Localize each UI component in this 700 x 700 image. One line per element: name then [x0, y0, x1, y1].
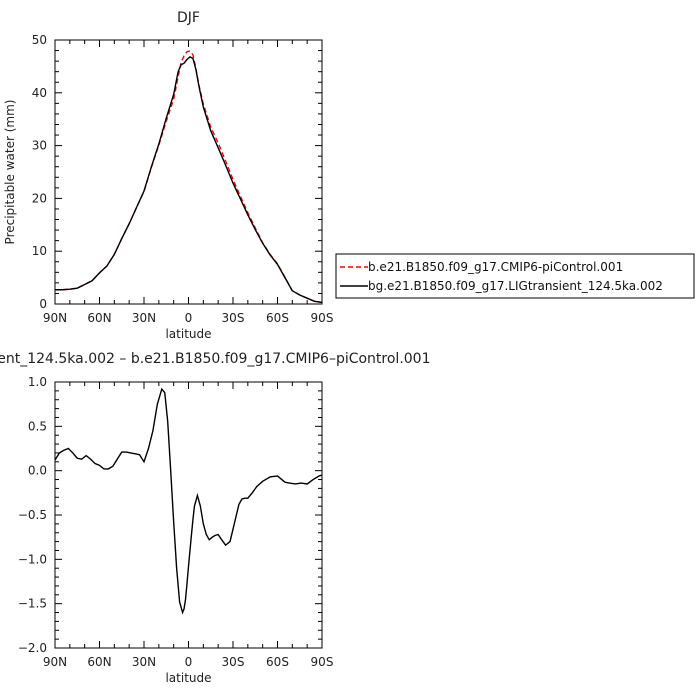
y-tick-label: 0.0: [28, 464, 47, 478]
x-tick-label: 60N: [87, 311, 111, 325]
y-tick-label: 30: [32, 139, 47, 153]
panel-title: DJF: [177, 10, 200, 26]
y-tick-label: 20: [32, 191, 47, 205]
x-tick-label: 90N: [43, 655, 67, 669]
top-panel-djf: 90N 60N 30N 0 30S 60S 90S 0 10 20 30 40 50 latitude Pr…: [3, 10, 333, 341]
y-tick-label: 0: [39, 297, 47, 311]
x-tick-label: 90S: [311, 655, 334, 669]
series-line-0: [55, 50, 323, 304]
y-tick-label: −1.5: [18, 597, 47, 611]
x-tick-label: 90S: [311, 311, 334, 325]
plot-frame: [54, 39, 323, 305]
y-tick-label: −2.0: [18, 641, 47, 655]
y-tick-label: 50: [32, 33, 47, 47]
x-tick-label: 0: [185, 655, 193, 669]
y-tick-label: 10: [32, 244, 47, 258]
x-tick-label: 30N: [132, 655, 156, 669]
y-tick-label: −1.0: [18, 552, 47, 566]
x-tick-label: 60S: [266, 655, 289, 669]
x-axis-label: latitude: [165, 327, 211, 341]
x-axis-label: latitude: [165, 671, 211, 685]
series-line-1: [55, 56, 323, 304]
x-tick-label: 30S: [222, 655, 245, 669]
plot-frame: [54, 381, 323, 649]
legend: b.e21.B1850.f09_g17.CMIP6-piControl.001b…: [335, 253, 695, 299]
x-tick-label: 0: [185, 311, 193, 325]
y-tick-label: 40: [32, 86, 47, 100]
series-line-0: [54, 387, 323, 615]
y-tick-label: −0.5: [18, 508, 47, 522]
x-tick-label: 60S: [266, 311, 289, 325]
x-tick-label: 30S: [222, 311, 245, 325]
legend-entry-0: b.e21.B1850.f09_g17.CMIP6-piControl.001: [368, 260, 623, 274]
x-tick-label: 30N: [132, 311, 156, 325]
legend-box: [335, 253, 695, 299]
y-axis-label: Precipitable water (mm): [3, 100, 17, 245]
legend-entry-1: bg.e21.B1850.f09_g17.LIGtransient_124.5k…: [368, 279, 663, 293]
y-tick-label: 1.0: [28, 375, 47, 389]
x-tick-label: 90N: [43, 311, 67, 325]
x-tick-label: 60N: [87, 655, 111, 669]
bottom-panel-difference: 90N 60N 30N 0 30S 60S 90S −2.0 −1.5 −1.0 −0.5 0.0 0.…: [0, 351, 430, 685]
panel-title: Gtransient_124.5ka.002 – b.e21.B1850.f09…: [0, 351, 430, 367]
y-tick-label: 0.5: [28, 419, 47, 433]
